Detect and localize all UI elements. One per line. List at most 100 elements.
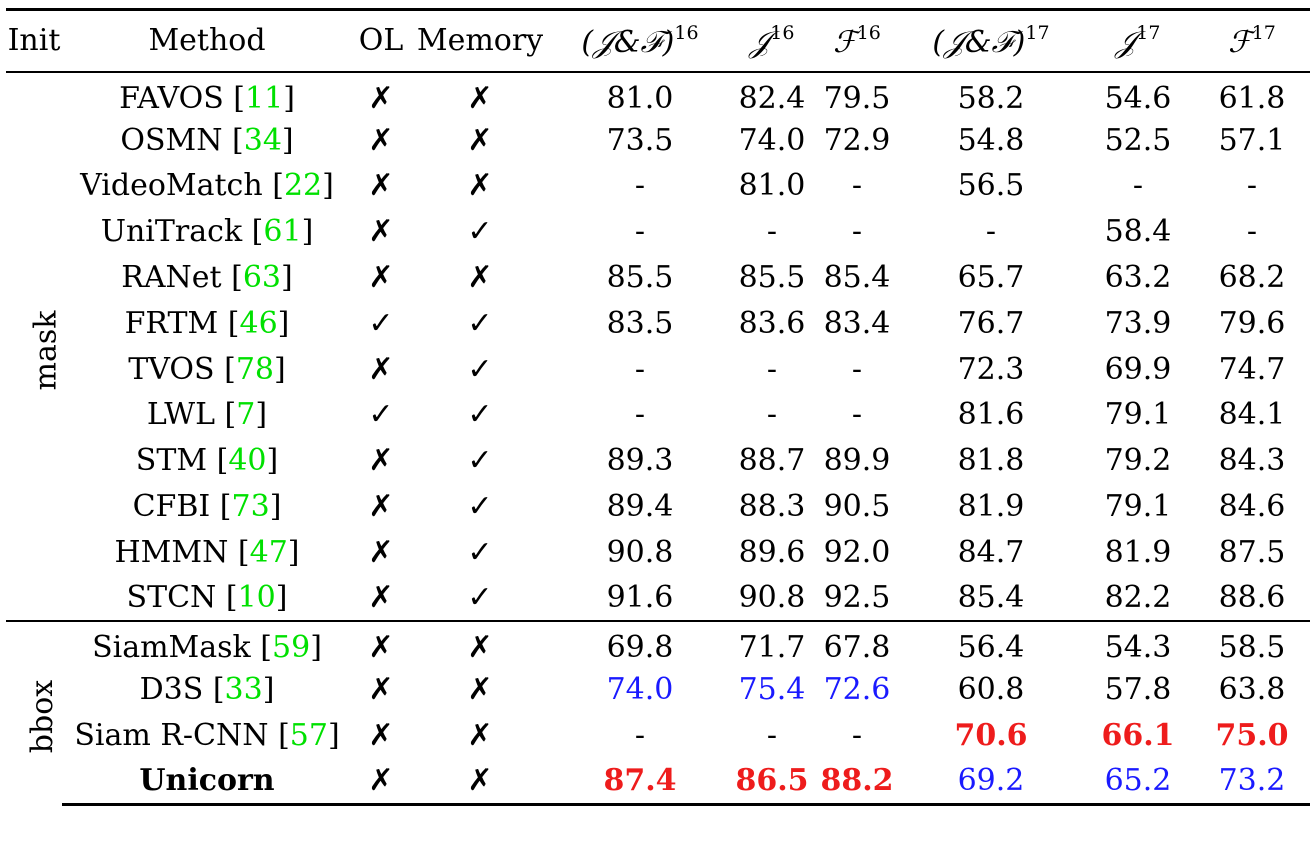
memory-mark: ✓ — [467, 534, 493, 570]
memory-mark: ✓ — [467, 397, 493, 433]
score-f17: - — [1246, 214, 1258, 250]
score-j17: 79.2 — [1104, 443, 1172, 479]
table-row: LWL [7] ✓ ✓ - - - 81.6 79.1 84.1 — [6, 392, 1310, 438]
citation-link[interactable]: 78 — [235, 351, 275, 387]
table-row: D3S [33] ✗ ✗ 74.0 75.4 72.6 60.8 57.8 63.8 — [6, 667, 1310, 713]
citation-link[interactable]: 7 — [236, 397, 256, 433]
score-j16: - — [766, 718, 778, 754]
score-j17: 73.9 — [1104, 305, 1172, 341]
citation-link[interactable]: 47 — [249, 534, 288, 570]
citation-link[interactable]: 34 — [243, 122, 282, 158]
score-jf17: 81.8 — [957, 443, 1025, 479]
citation-open-bracket: [ — [212, 672, 225, 708]
header-f16-label: ℱ — [833, 24, 857, 60]
citation-link[interactable]: 63 — [242, 260, 282, 296]
table-row: CFBI [73] ✗ ✓ 89.4 88.3 90.5 81.9 79.1 84.6 — [6, 484, 1310, 530]
method-cell: STCN [10] — [62, 575, 352, 621]
score-f17: 87.5 — [1218, 534, 1286, 570]
header-jf16-sup: 16 — [674, 21, 699, 44]
score-f17: 57.1 — [1218, 122, 1286, 158]
score-f16: - — [851, 168, 863, 204]
score-jf17: 56.5 — [957, 168, 1025, 204]
citation-link[interactable]: 73 — [231, 489, 270, 525]
score-f17: 84.6 — [1218, 489, 1286, 525]
citation-close-bracket: ] — [277, 305, 290, 341]
method-cell: STM [40] — [62, 438, 352, 484]
header-j17-label: 𝒥 — [1115, 24, 1137, 60]
score-j16: 82.4 — [738, 81, 806, 117]
table-row: mask FAVOS [11] ✗ ✗ 81.0 82.4 79.5 58.2 54.6 61.8 — [6, 72, 1310, 390]
score-f17: 79.6 — [1218, 305, 1286, 341]
citation-open-bracket: [ — [225, 580, 238, 616]
memory-mark: ✗ — [467, 122, 493, 158]
score-jf16: 74.0 — [606, 672, 674, 708]
citation-close-bracket: ] — [266, 443, 279, 479]
ol-mark: ✗ — [368, 718, 394, 754]
citation-open-bracket: [ — [227, 305, 240, 341]
header-jf17: (𝒥&ℱ)17 — [900, 9, 1082, 73]
method-name: FAVOS — [119, 81, 224, 117]
score-j16: 75.4 — [738, 672, 806, 708]
citation-close-bracket: ] — [322, 168, 334, 204]
score-j17: - — [1132, 168, 1144, 204]
method-cell: TVOS [78] — [62, 346, 352, 392]
citation-open-bracket: [ — [224, 351, 236, 387]
score-j16: 71.7 — [730, 620, 814, 667]
method-name: Siam R-CNN — [74, 718, 269, 754]
ol-mark: ✗ — [368, 81, 394, 117]
score-jf16: 89.4 — [606, 489, 674, 525]
score-f16: 67.8 — [814, 620, 900, 667]
score-j16: - — [766, 397, 778, 433]
citation-link[interactable]: 10 — [237, 580, 276, 616]
citation-open-bracket: [ — [233, 81, 246, 117]
method-cell: CFBI [73] — [62, 484, 352, 530]
score-jf17: 56.4 — [900, 620, 1082, 667]
score-j16: 88.3 — [738, 489, 806, 525]
score-jf16: - — [634, 214, 646, 250]
table-group-bbox: bbox SiamMask [59] ✗ ✗ 69.8 71.7 67.8 56.4 54.3 5… — [6, 620, 1310, 806]
header-jf16-label: (𝒥&ℱ) — [581, 24, 675, 60]
memory-mark: ✗ — [467, 260, 493, 296]
citation-link[interactable]: 46 — [239, 305, 278, 341]
citation-link[interactable]: 33 — [224, 672, 263, 708]
citation-link[interactable]: 40 — [228, 443, 267, 479]
citation-link[interactable]: 61 — [263, 214, 302, 250]
score-jf17: 60.8 — [957, 672, 1025, 708]
score-f17: 61.8 — [1218, 81, 1286, 117]
header-init: Init — [6, 9, 62, 73]
score-j17: 52.5 — [1104, 122, 1172, 158]
method-cell: VideoMatch [22] — [62, 163, 352, 209]
header-j17-sup: 17 — [1136, 21, 1161, 44]
header-jf17-label: (𝒥&ℱ) — [932, 24, 1026, 60]
ol-mark: ✗ — [368, 260, 394, 296]
memory-mark: ✗ — [467, 168, 493, 204]
score-j16: 83.6 — [738, 305, 806, 341]
score-jf16: - — [634, 718, 646, 754]
score-jf16: 90.8 — [606, 534, 674, 570]
header-j16-sup: 16 — [770, 21, 795, 44]
header-jf17-sup: 17 — [1025, 21, 1050, 44]
method-cell: FAVOS [11] — [62, 72, 352, 118]
score-f16: - — [851, 397, 863, 433]
citation-link[interactable]: 57 — [289, 718, 328, 754]
citation-close-bracket: ] — [274, 351, 286, 387]
score-j17: 79.1 — [1104, 489, 1172, 525]
table-row: FRTM [46] ✓ ✓ 83.5 83.6 83.4 76.7 73.9 79.6 — [6, 300, 1310, 346]
citation-link[interactable]: 22 — [283, 168, 323, 204]
score-j17: 69.9 — [1104, 351, 1172, 387]
score-f16: 92.0 — [823, 534, 891, 570]
score-jf17: 69.2 — [900, 758, 1082, 806]
ol-mark: ✗ — [368, 534, 394, 570]
citation-close-bracket: ] — [255, 397, 268, 433]
citation-close-bracket: ] — [281, 122, 294, 158]
citation-open-bracket: [ — [231, 260, 243, 296]
method-cell: OSMN [34] — [62, 117, 352, 163]
memory-mark: ✓ — [467, 443, 493, 479]
method-name: HMMN — [114, 534, 229, 570]
score-f16: - — [851, 718, 863, 754]
score-f17: 75.0 — [1215, 718, 1289, 754]
score-jf17: - — [985, 214, 997, 250]
citation-link[interactable]: 11 — [245, 81, 284, 117]
citation-link[interactable]: 59 — [272, 629, 311, 665]
header-memory: Memory — [410, 9, 550, 73]
